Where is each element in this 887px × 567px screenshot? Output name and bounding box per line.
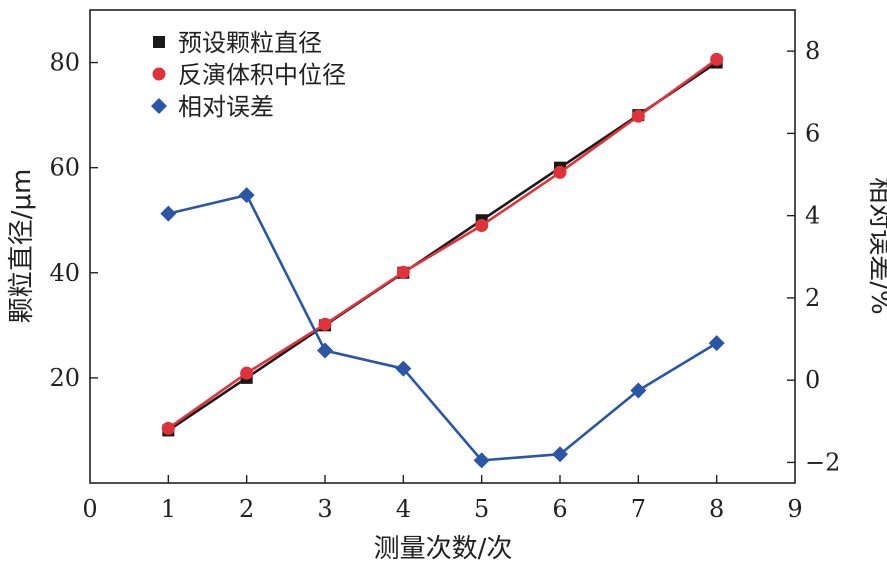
axis-ticks: 0 1 2 3 4 5 6 7 8 9 20 40 60 80 −2 0 2 4 6 8: [49, 37, 840, 523]
plot-frame: [89, 9, 796, 484]
legend-label: 预设颗粒直径: [178, 29, 322, 57]
x-tick-label: 8: [709, 495, 724, 523]
y-left-tick-label: 40: [49, 259, 80, 287]
x-tick-label: 2: [239, 495, 254, 523]
y-left-tick-label: 60: [49, 154, 80, 182]
legend-marker: [153, 36, 165, 48]
y-axis-left-title: 颗粒直径/μm: [7, 169, 37, 324]
x-tick-label: 7: [631, 495, 646, 523]
data-point: [160, 205, 177, 222]
series-line: [168, 193, 718, 462]
data-point: [161, 421, 175, 435]
data-point: [395, 360, 412, 377]
data-point: [475, 218, 489, 232]
data-point: [238, 187, 255, 204]
data-point: [240, 366, 254, 380]
data-point: [473, 452, 490, 469]
x-tick-label: 9: [787, 495, 802, 523]
data-point: [710, 52, 724, 66]
x-tick-label: 5: [474, 495, 489, 523]
legend-marker: [152, 67, 166, 81]
legend-label: 相对误差: [178, 93, 274, 121]
data-point: [708, 335, 725, 352]
y-right-tick-label: −2: [805, 448, 840, 476]
x-tick-label: 0: [82, 495, 97, 523]
series-circle: [161, 52, 724, 435]
series-line: [167, 58, 718, 430]
legend-marker: [151, 98, 167, 114]
y-axis-right-title: 相对误差/%: [865, 177, 887, 314]
data-point: [552, 446, 568, 463]
y-right-tick-label: 4: [805, 202, 820, 230]
data-point: [396, 265, 410, 279]
x-axis-title: 测量次数/次: [374, 534, 513, 564]
plot-border: [89, 9, 796, 484]
data-point: [318, 317, 332, 331]
y-left-tick-label: 80: [49, 49, 80, 77]
series-layer: [160, 52, 725, 469]
legend-item: 相对误差: [151, 93, 274, 121]
x-tick-label: 1: [161, 495, 176, 523]
series-diamond: [160, 187, 725, 469]
series-line: [167, 61, 718, 432]
y-right-tick-label: 8: [805, 37, 820, 65]
y-left-tick-label: 20: [49, 364, 80, 392]
y-right-tick-label: 2: [805, 284, 820, 312]
legend-item: 预设颗粒直径: [153, 29, 322, 57]
data-point: [630, 382, 647, 399]
legend-item: 反演体积中位径: [152, 61, 346, 89]
x-tick-label: 3: [317, 495, 332, 523]
y-right-tick-label: 6: [805, 119, 820, 147]
x-tick-label: 4: [396, 495, 411, 523]
legend-label: 反演体积中位径: [178, 61, 346, 89]
data-point: [553, 165, 567, 179]
data-point: [317, 342, 333, 359]
x-tick-label: 6: [552, 495, 567, 523]
data-point: [631, 109, 645, 123]
y-right-tick-label: 0: [805, 366, 820, 394]
